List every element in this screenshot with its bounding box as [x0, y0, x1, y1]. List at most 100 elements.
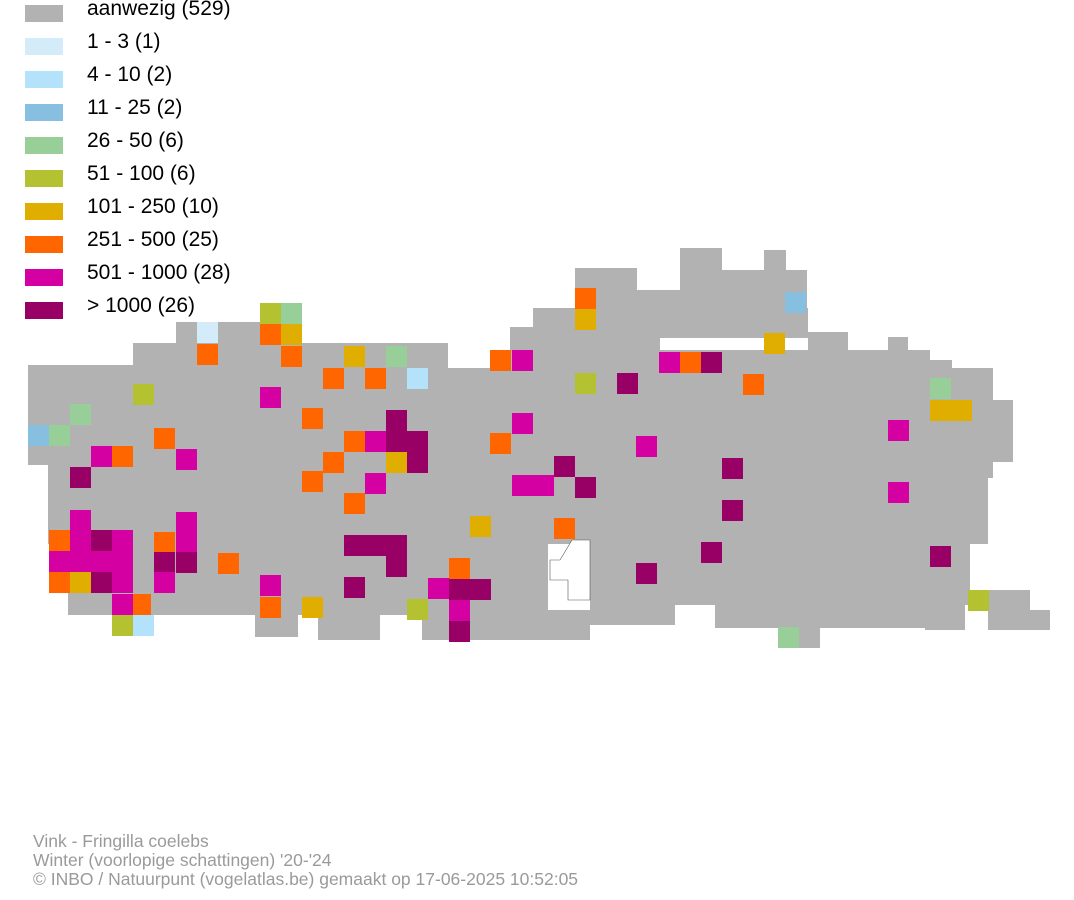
- abundance-cell: [407, 368, 428, 389]
- abundance-cell: [112, 446, 133, 467]
- abundance-cell: [722, 500, 743, 521]
- legend-swatch: [25, 269, 63, 286]
- legend-item: 51 - 100 (6): [25, 162, 425, 198]
- abundance-cell: [512, 413, 533, 434]
- abundance-cell: [701, 352, 722, 373]
- legend-swatch: [25, 170, 63, 187]
- abundance-cell: [133, 384, 154, 405]
- copyright-text: © INBO / Natuurpunt (vogelatlas.be) gema…: [33, 869, 579, 889]
- abundance-cell: [449, 558, 470, 579]
- abundance-cell: [968, 590, 989, 611]
- abundance-cell: [636, 563, 657, 584]
- abundance-cell: [575, 309, 596, 330]
- abundance-cell: [428, 578, 449, 599]
- abundance-cell: [575, 477, 596, 498]
- abundance-cell: [449, 579, 470, 600]
- abundance-cell: [470, 516, 491, 537]
- abundance-cell: [722, 458, 743, 479]
- abundance-cell: [281, 303, 302, 324]
- abundance-cell: [70, 530, 91, 551]
- abundance-cell: [49, 551, 70, 572]
- abundance-cell: [386, 535, 407, 556]
- abundance-cell: [365, 535, 386, 556]
- abundance-cell: [112, 615, 133, 636]
- abundance-cell: [951, 400, 972, 421]
- abundance-cell: [70, 510, 91, 531]
- abundance-cell: [176, 552, 197, 573]
- abundance-cell: [344, 577, 365, 598]
- abundance-cell: [490, 350, 511, 371]
- abundance-cell: [386, 346, 407, 367]
- abundance-cell: [154, 428, 175, 449]
- legend-swatch: [25, 71, 63, 88]
- abundance-cell: [344, 431, 365, 452]
- abundance-cell: [764, 333, 785, 354]
- legend-item: 26 - 50 (6): [25, 129, 425, 165]
- legend-label: aanwezig (529): [87, 0, 231, 20]
- abundance-cell: [636, 436, 657, 457]
- abundance-cell: [154, 532, 175, 553]
- legend-item: > 1000 (26): [25, 294, 425, 330]
- abundance-cell: [176, 512, 197, 533]
- legend-item: 101 - 250 (10): [25, 195, 425, 231]
- abundance-cell: [575, 288, 596, 309]
- abundance-cell: [365, 368, 386, 389]
- species-name: Vink - Fringilla coelebs: [33, 831, 209, 851]
- abundance-cell: [49, 530, 70, 551]
- legend-item: 1 - 3 (1): [25, 30, 425, 66]
- legend-swatch: [25, 203, 63, 220]
- abundance-cell: [91, 572, 112, 593]
- abundance-cell: [112, 530, 133, 551]
- season-label: Winter (voorlopige schattingen) '20-'24: [33, 850, 332, 870]
- legend-label: > 1000 (26): [87, 294, 195, 317]
- legend-label: 101 - 250 (10): [87, 195, 219, 218]
- legend-label: 4 - 10 (2): [87, 63, 173, 86]
- abundance-cell: [154, 552, 175, 573]
- abundance-cell: [659, 352, 680, 373]
- abundance-cell: [28, 425, 49, 446]
- abundance-cell: [785, 292, 806, 313]
- abundance-cell: [70, 404, 91, 425]
- abundance-cell: [512, 350, 533, 371]
- legend-swatch: [25, 137, 63, 154]
- legend-label: 251 - 500 (25): [87, 228, 219, 251]
- legend-label: 26 - 50 (6): [87, 129, 184, 152]
- abundance-cell: [197, 322, 218, 343]
- abundance-cell: [407, 431, 428, 452]
- abundance-cell: [743, 374, 764, 395]
- abundance-cell: [260, 387, 281, 408]
- abundance-cell: [133, 615, 154, 636]
- abundance-cell: [449, 600, 470, 621]
- abundance-cell: [888, 482, 909, 503]
- abundance-cell: [512, 475, 533, 496]
- legend-item: aanwezig (529): [25, 0, 425, 33]
- abundance-cell: [91, 551, 112, 572]
- abundance-cell: [218, 553, 239, 574]
- abundance-cell: [70, 572, 91, 593]
- abundance-cell: [154, 572, 175, 593]
- abundance-cell: [575, 373, 596, 394]
- abundance-cell: [449, 621, 470, 642]
- legend-swatch: [25, 104, 63, 121]
- abundance-cell: [930, 400, 951, 421]
- abundance-cell: [386, 452, 407, 473]
- abundance-cell: [554, 518, 575, 539]
- abundance-cell: [617, 373, 638, 394]
- legend-item: 251 - 500 (25): [25, 228, 425, 264]
- abundance-cell: [323, 452, 344, 473]
- abundance-cell: [112, 551, 133, 572]
- abundance-cell: [302, 597, 323, 618]
- abundance-cell: [112, 594, 133, 615]
- abundance-cell: [260, 597, 281, 618]
- abundance-cell: [49, 572, 70, 593]
- abundance-cell: [701, 542, 722, 563]
- abundance-cell: [302, 408, 323, 429]
- abundance-cell: [91, 530, 112, 551]
- abundance-cell: [386, 556, 407, 577]
- abundance-cell: [112, 572, 133, 593]
- abundance-cell: [490, 433, 511, 454]
- abundance-cell: [344, 493, 365, 514]
- abundance-cell: [407, 599, 428, 620]
- legend-label: 501 - 1000 (28): [87, 261, 231, 284]
